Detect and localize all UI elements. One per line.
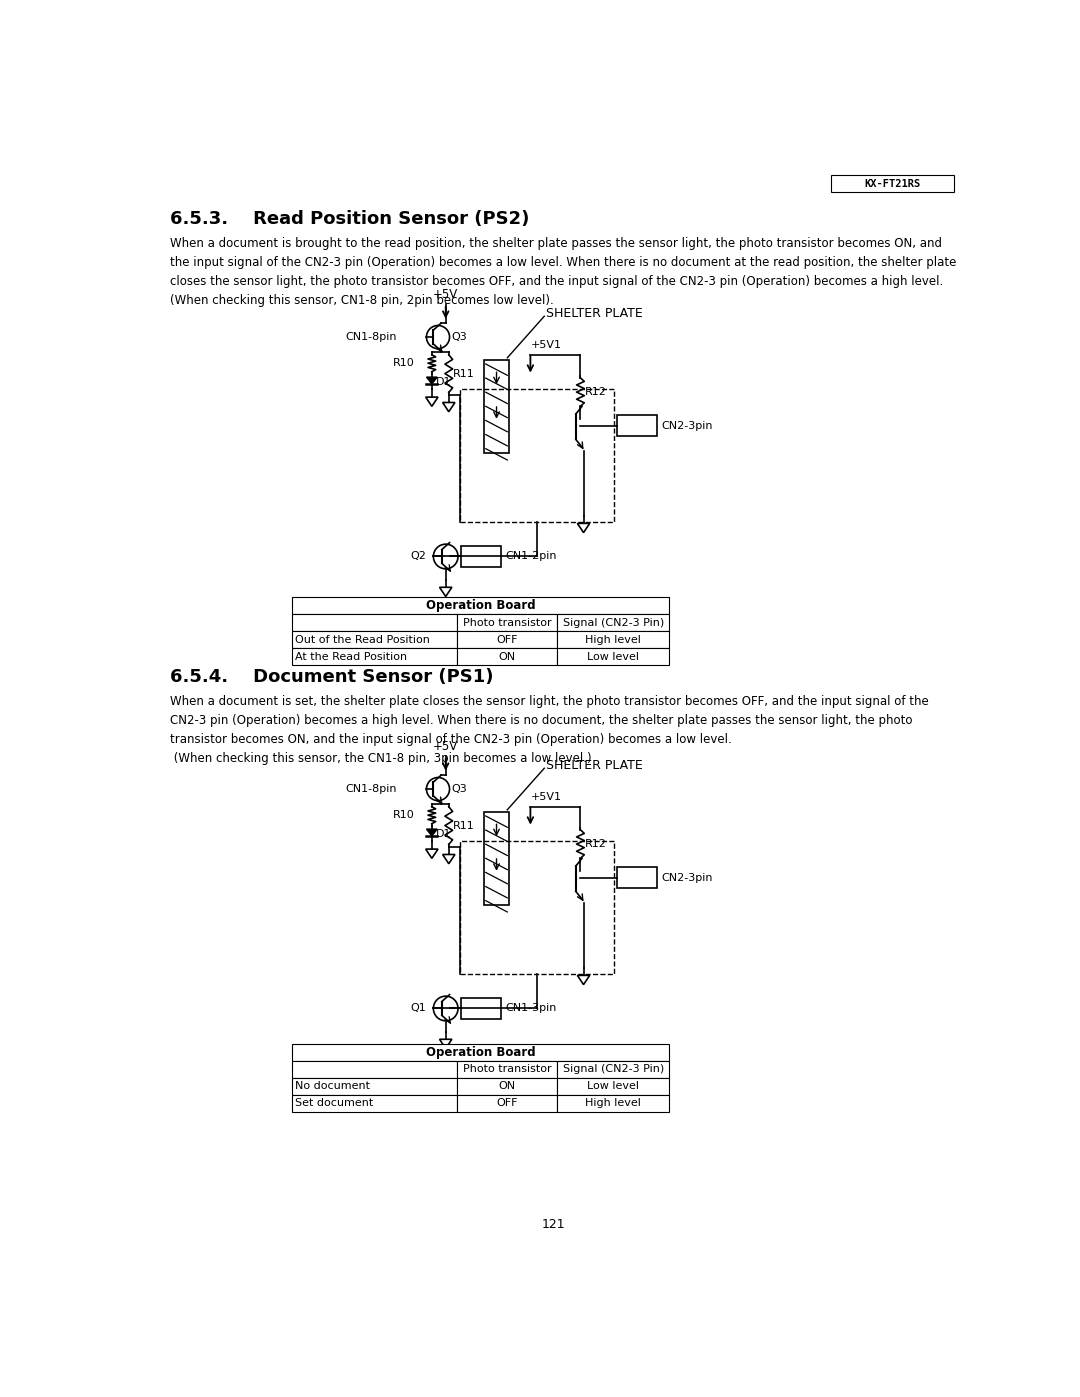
Bar [460, 388, 613, 522]
Polygon shape [427, 828, 437, 835]
Bar [461, 546, 501, 567]
Text: CN1-8pin: CN1-8pin [346, 332, 397, 342]
Bar [457, 1077, 557, 1095]
Bar [557, 648, 669, 665]
Bar [457, 615, 557, 631]
Text: High level: High level [585, 1098, 642, 1108]
Polygon shape [427, 377, 437, 384]
Text: Out of the Read Position: Out of the Read Position [295, 634, 430, 644]
Bar [457, 648, 557, 665]
Text: CN1-2pin: CN1-2pin [505, 552, 556, 562]
Text: CN1-8pin: CN1-8pin [346, 784, 397, 793]
Text: When a document is brought to the read position, the shelter plate passes the se: When a document is brought to the read p… [170, 237, 957, 307]
Text: Photo transistor: Photo transistor [463, 617, 552, 627]
Text: 121: 121 [542, 1218, 565, 1231]
Text: 6.5.4.    Document Sensor (PS1): 6.5.4. Document Sensor (PS1) [170, 668, 494, 686]
Bar [557, 1095, 669, 1112]
Bar [557, 615, 669, 631]
Bar [292, 615, 457, 631]
Text: ON: ON [499, 1081, 516, 1091]
Bar [292, 631, 457, 648]
Text: CN2-3pin: CN2-3pin [661, 873, 713, 883]
Text: ON: ON [499, 651, 516, 662]
Text: D1: D1 [435, 828, 451, 838]
Bar [292, 1060, 457, 1077]
Bar [618, 415, 658, 436]
Text: Q2: Q2 [410, 552, 427, 562]
Bar [460, 841, 613, 974]
Text: D1: D1 [435, 377, 451, 387]
Bar [831, 176, 954, 193]
Text: +5V1: +5V1 [530, 339, 562, 351]
Text: SHELTER PLATE: SHELTER PLATE [545, 760, 643, 773]
Text: Low level: Low level [588, 651, 639, 662]
Bar [557, 1060, 669, 1077]
Text: R10: R10 [393, 358, 415, 369]
Text: Low level: Low level [588, 1081, 639, 1091]
Bar [484, 812, 509, 904]
Text: +5V: +5V [433, 288, 458, 300]
Text: +5V1: +5V1 [530, 792, 562, 802]
Text: R11: R11 [453, 820, 474, 831]
Text: OFF: OFF [497, 1098, 518, 1108]
Text: Operation Board: Operation Board [426, 1046, 536, 1059]
Bar [557, 631, 669, 648]
Text: At the Read Position: At the Read Position [295, 651, 407, 662]
Text: When a document is set, the shelter plate closes the sensor light, the photo tra: When a document is set, the shelter plat… [170, 696, 929, 766]
Text: 6.5.3.    Read Position Sensor (PS2): 6.5.3. Read Position Sensor (PS2) [170, 210, 529, 228]
Text: Signal (CN2-3 Pin): Signal (CN2-3 Pin) [563, 617, 664, 627]
Text: Photo transistor: Photo transistor [463, 1065, 552, 1074]
Text: Operation Board: Operation Board [426, 599, 536, 612]
Text: High level: High level [585, 634, 642, 644]
Text: No document: No document [295, 1081, 369, 1091]
Text: R12: R12 [585, 840, 607, 849]
Text: CN2-3pin: CN2-3pin [661, 420, 713, 430]
Text: CN1-3pin: CN1-3pin [505, 1003, 556, 1013]
Text: R12: R12 [585, 387, 607, 397]
Bar [484, 360, 509, 453]
Bar [557, 1077, 669, 1095]
Bar [292, 1044, 669, 1060]
Text: SHELTER PLATE: SHELTER PLATE [545, 307, 643, 320]
Text: +5V: +5V [433, 740, 458, 753]
Text: Signal (CN2-3 Pin): Signal (CN2-3 Pin) [563, 1065, 664, 1074]
Text: Set document: Set document [295, 1098, 373, 1108]
Text: Q3: Q3 [451, 332, 468, 342]
Text: R10: R10 [393, 810, 415, 820]
Bar [292, 1095, 457, 1112]
Bar [457, 1060, 557, 1077]
Bar [292, 598, 669, 615]
Text: Q1: Q1 [410, 1003, 427, 1013]
Text: R11: R11 [453, 369, 474, 379]
Text: OFF: OFF [497, 634, 518, 644]
Bar [618, 866, 658, 888]
Bar [457, 631, 557, 648]
Text: Q3: Q3 [451, 784, 468, 793]
Bar [461, 997, 501, 1020]
Bar [457, 1095, 557, 1112]
Text: KX-FT21RS: KX-FT21RS [864, 179, 920, 189]
Bar [292, 1077, 457, 1095]
Bar [292, 648, 457, 665]
